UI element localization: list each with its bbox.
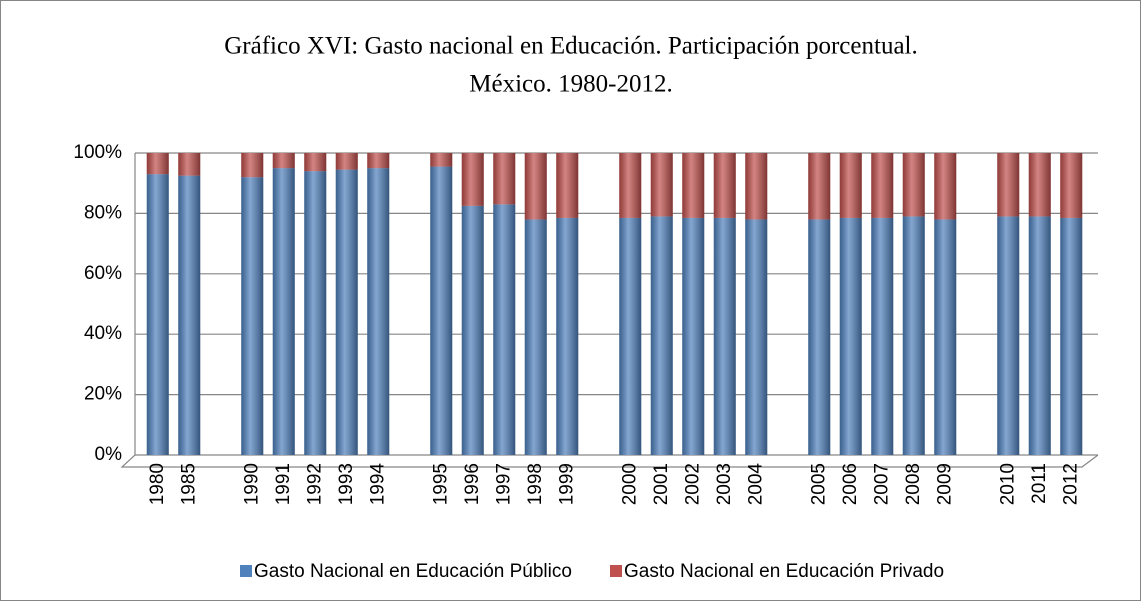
bar-shade bbox=[650, 216, 673, 455]
bar-shade bbox=[461, 205, 484, 455]
x-tick-label: 1993 bbox=[336, 463, 357, 505]
bar-shade bbox=[146, 153, 169, 175]
x-tick-label: 2012 bbox=[1060, 463, 1081, 505]
bar-shade bbox=[304, 153, 327, 172]
bar-shade bbox=[335, 153, 358, 170]
bar-shade bbox=[682, 217, 705, 455]
bar-shade bbox=[934, 153, 957, 220]
bar-shade bbox=[902, 216, 925, 455]
x-tick-label: 2008 bbox=[903, 463, 924, 505]
bar-shade bbox=[146, 174, 169, 455]
y-tick-label: 40% bbox=[84, 323, 122, 344]
x-tick-label: 1999 bbox=[556, 463, 577, 505]
x-tick-label: 1985 bbox=[178, 463, 199, 505]
x-tick-label: 2003 bbox=[714, 463, 735, 505]
x-tick-label: 2001 bbox=[651, 463, 672, 505]
bar-shade bbox=[839, 217, 862, 455]
bar-shade bbox=[713, 153, 736, 218]
legend-label: Gasto Nacional en Educación Público bbox=[254, 561, 572, 582]
bar-shade bbox=[1060, 153, 1083, 218]
bar-shade bbox=[493, 153, 516, 205]
bar-shade bbox=[241, 153, 264, 178]
x-tick-label: 1994 bbox=[367, 463, 388, 506]
bar-shade bbox=[808, 153, 831, 220]
bar-shade bbox=[745, 219, 768, 455]
x-tick-label: 1996 bbox=[462, 463, 483, 505]
bar-shade bbox=[997, 216, 1020, 455]
bar-shade bbox=[839, 153, 862, 218]
bar-shade bbox=[430, 166, 453, 455]
bar-shade bbox=[619, 153, 642, 218]
bar-shade bbox=[367, 168, 390, 455]
x-tick-label: 1995 bbox=[430, 463, 451, 505]
chart-title: Gráfico XVI: Gasto nacional en Educación… bbox=[224, 33, 917, 60]
bar-shade bbox=[871, 153, 894, 218]
x-tick-label: 2002 bbox=[682, 463, 703, 505]
bar-shade bbox=[335, 169, 358, 456]
bar-shade bbox=[1060, 217, 1083, 455]
axis-frame bbox=[120, 153, 1099, 468]
bar-shade bbox=[808, 219, 831, 455]
legend-swatch bbox=[240, 565, 252, 577]
y-tick-label: 100% bbox=[73, 142, 122, 163]
bar-shade bbox=[304, 171, 327, 455]
x-tick-label: 2007 bbox=[871, 463, 892, 505]
x-tick-label: 2004 bbox=[745, 463, 766, 506]
bar-shade bbox=[178, 175, 201, 455]
x-tick-label: 1991 bbox=[273, 463, 294, 505]
bar-shade bbox=[524, 219, 547, 455]
chart-title: México. 1980-2012. bbox=[469, 71, 672, 98]
x-tick-label: 1998 bbox=[525, 463, 546, 505]
x-tick-label: 2000 bbox=[619, 463, 640, 505]
bar-shade bbox=[682, 153, 705, 218]
bar-shade bbox=[430, 153, 453, 167]
legend-swatch bbox=[610, 565, 622, 577]
bar-shade bbox=[713, 217, 736, 455]
bar-shade bbox=[461, 153, 484, 206]
bar-shade bbox=[272, 153, 295, 169]
legend-label: Gasto Nacional en Educación Privado bbox=[624, 561, 944, 582]
x-tick-label: 1980 bbox=[147, 463, 168, 505]
bar-shade bbox=[178, 153, 201, 176]
bar-shade bbox=[650, 153, 673, 217]
bar-shade bbox=[556, 153, 579, 218]
bar-shade bbox=[934, 219, 957, 455]
bar-shade bbox=[493, 204, 516, 455]
bar-shade bbox=[524, 153, 547, 220]
bar-shade bbox=[997, 153, 1020, 217]
x-tick-label: 2006 bbox=[840, 463, 861, 505]
bar-shade bbox=[1028, 153, 1051, 217]
x-tick-label: 1992 bbox=[304, 463, 325, 505]
bar-shade bbox=[619, 217, 642, 455]
bar-shade bbox=[902, 153, 925, 217]
bar-shade bbox=[871, 217, 894, 455]
y-tick-label: 0% bbox=[95, 444, 123, 465]
x-tick-label: 2011 bbox=[1029, 463, 1050, 504]
x-tick-label: 1990 bbox=[241, 463, 262, 505]
bar-shade bbox=[1028, 216, 1051, 455]
y-tick-label: 20% bbox=[84, 384, 122, 405]
x-tick-label: 2005 bbox=[808, 463, 829, 505]
y-tick-label: 80% bbox=[84, 202, 122, 223]
x-tick-label: 2009 bbox=[934, 463, 955, 505]
bar-shade bbox=[745, 153, 768, 220]
y-tick-label: 60% bbox=[84, 263, 122, 284]
bar-shade bbox=[241, 177, 264, 455]
bar-shade bbox=[556, 217, 579, 455]
x-tick-label: 1997 bbox=[493, 463, 514, 505]
bar-shade bbox=[367, 153, 390, 169]
x-tick-label: 2010 bbox=[997, 463, 1018, 505]
bar-shade bbox=[272, 168, 295, 455]
